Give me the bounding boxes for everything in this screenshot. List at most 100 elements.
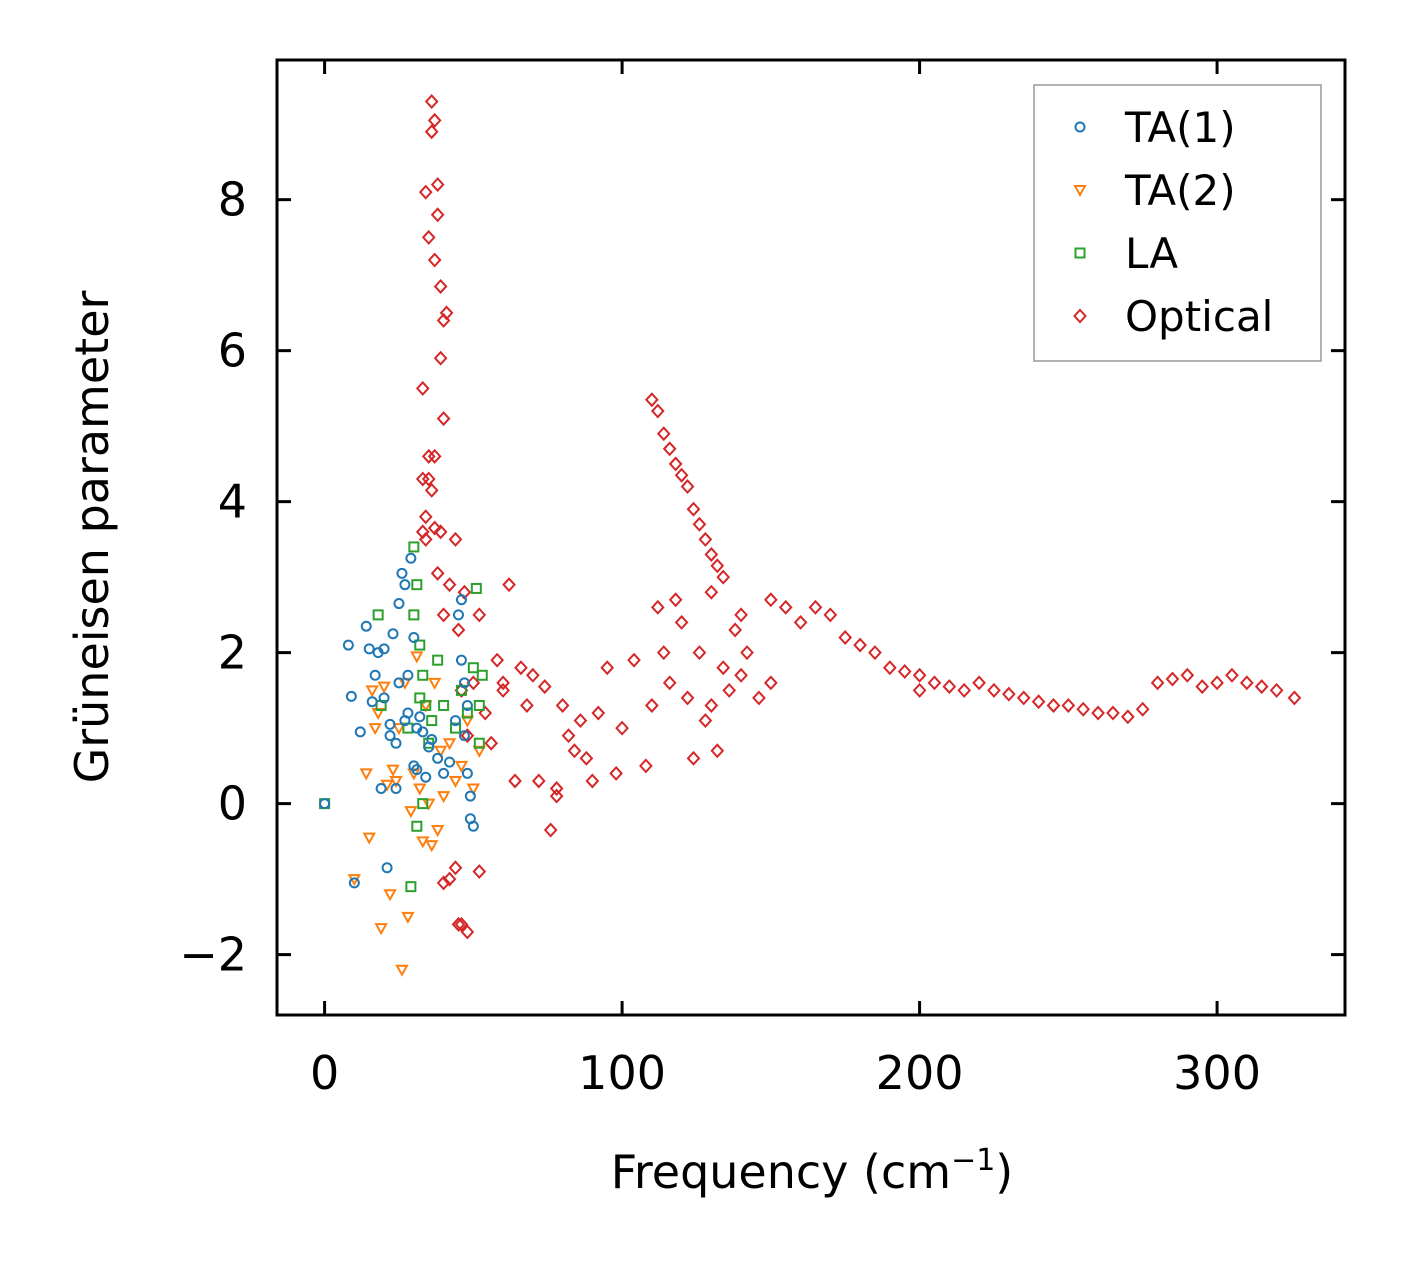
- data-point: [365, 685, 379, 698]
- data-point: [1016, 690, 1031, 706]
- data-point: [514, 660, 528, 676]
- data-point: [418, 509, 433, 525]
- data-point: [668, 592, 683, 608]
- data-point: [439, 305, 454, 321]
- data-point: [680, 479, 695, 495]
- data-point: [912, 667, 927, 683]
- legend-entry: TA(2): [1073, 166, 1236, 215]
- legend-marker: [1073, 185, 1087, 198]
- data-point: [478, 705, 493, 721]
- data-point: [426, 715, 438, 727]
- data-point: [897, 664, 912, 679]
- data-point: [402, 669, 414, 681]
- data-point: [427, 520, 442, 536]
- data-point: [680, 690, 695, 706]
- data-point: [348, 877, 360, 889]
- data-point: [424, 482, 439, 498]
- data-point: [704, 697, 719, 713]
- data-point: [399, 579, 411, 591]
- data-point: [378, 643, 390, 655]
- data-point: [442, 871, 457, 887]
- data-point: [734, 667, 748, 683]
- data-point: [421, 471, 436, 487]
- data-point: [354, 726, 366, 738]
- data-point: [413, 783, 427, 796]
- y-tick-label: 4: [218, 475, 247, 529]
- data-point: [1150, 675, 1165, 691]
- data-point: [427, 112, 442, 128]
- data-point: [692, 516, 707, 532]
- data-point: [473, 699, 485, 711]
- data-point: [387, 628, 399, 640]
- data-point: [609, 765, 623, 781]
- data-point: [698, 713, 713, 729]
- data-point: [585, 773, 600, 789]
- data-point: [405, 552, 417, 564]
- data-point: [1106, 705, 1120, 721]
- data-point: [656, 426, 671, 442]
- data-point: [543, 822, 558, 838]
- data-point: [1091, 705, 1105, 721]
- data-point: [372, 609, 384, 621]
- data-point: [704, 584, 719, 600]
- data-point: [686, 501, 701, 517]
- data-point: [408, 609, 420, 621]
- data-point: [1001, 686, 1016, 702]
- data-point: [433, 279, 448, 294]
- data-point: [401, 911, 415, 924]
- legend-label: Optical: [1125, 292, 1273, 341]
- data-point: [508, 773, 522, 789]
- series-ta-1: [319, 552, 479, 889]
- data-point: [555, 697, 570, 713]
- data-point: [1180, 667, 1195, 683]
- data-point: [414, 639, 426, 651]
- axis-ticks-layer: 0 100 200 300 −2 0 2 4 6 8: [179, 60, 1345, 1100]
- data-point: [360, 620, 372, 632]
- data-point: [957, 682, 972, 698]
- data-point: [615, 720, 629, 736]
- data-point: [1076, 701, 1091, 717]
- data-point: [496, 675, 510, 691]
- data-point: [1225, 667, 1239, 683]
- data-point: [417, 726, 429, 738]
- data-point: [449, 715, 461, 727]
- data-point: [449, 722, 461, 734]
- legend-entry: LA: [1074, 229, 1178, 278]
- data-point: [461, 707, 473, 719]
- x-axis-title-suffix: ): [995, 1145, 1013, 1199]
- data-point: [416, 836, 430, 849]
- data-point: [420, 699, 432, 711]
- data-point: [417, 798, 429, 810]
- data-point: [722, 682, 737, 698]
- x-tick-label: 0: [310, 1046, 339, 1100]
- data-point: [436, 411, 451, 427]
- data-point: [383, 889, 397, 902]
- data-point: [374, 923, 388, 936]
- data-point: [411, 764, 423, 776]
- data-point: [591, 705, 606, 721]
- data-point: [464, 790, 476, 802]
- y-tick-label: −2: [179, 928, 247, 982]
- data-point: [363, 643, 375, 655]
- data-point: [644, 392, 659, 408]
- data-point: [389, 775, 403, 789]
- data-point: [395, 964, 409, 977]
- data-point: [466, 675, 481, 691]
- data-point: [1287, 690, 1302, 706]
- y-tick-label: 2: [218, 626, 247, 680]
- data-point: [1195, 679, 1210, 695]
- data-point: [417, 669, 429, 681]
- data-point: [1239, 675, 1254, 691]
- data-point: [451, 622, 466, 638]
- data-point: [430, 177, 445, 193]
- data-point: [942, 679, 957, 695]
- data-point: [396, 567, 408, 579]
- data-point: [686, 750, 701, 766]
- data-point: [375, 783, 387, 795]
- data-point: [378, 692, 390, 704]
- data-point: [473, 737, 485, 749]
- data-point: [674, 467, 689, 483]
- data-point: [484, 735, 499, 751]
- data-point: [1165, 671, 1180, 687]
- data-point: [448, 860, 463, 876]
